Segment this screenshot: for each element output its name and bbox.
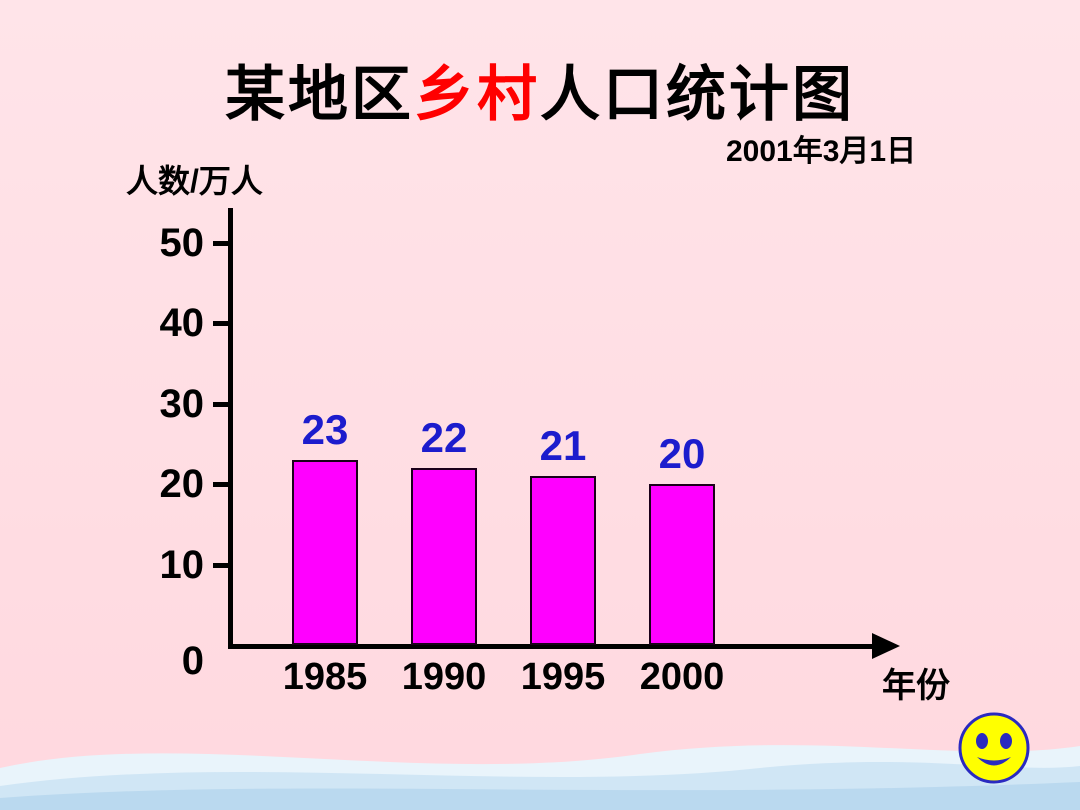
bar-value-label: 21 bbox=[539, 421, 587, 469]
y-tick-mark bbox=[213, 401, 230, 407]
y-tick-label: 10 bbox=[159, 542, 205, 587]
date-label: 2001年3月1日 bbox=[726, 135, 917, 168]
x-tick-label: 2000 bbox=[639, 656, 725, 698]
bar-1995 bbox=[530, 475, 596, 645]
smiley-face-icon bbox=[958, 712, 1030, 784]
chart-title: 某地区乡村人口统计图 bbox=[0, 46, 1080, 133]
x-tick-label: 1995 bbox=[520, 656, 606, 698]
x-axis-line bbox=[228, 644, 876, 649]
wave-decoration bbox=[0, 745, 1080, 810]
x-axis-label: 年份 bbox=[882, 667, 950, 705]
x-tick-label: 1990 bbox=[401, 656, 487, 698]
y-tick-mark bbox=[213, 240, 230, 246]
title-highlight: 乡村 bbox=[414, 62, 540, 128]
y-axis-label: 人数/万人 bbox=[126, 163, 263, 199]
y-tick-label: 30 bbox=[159, 381, 205, 426]
y-tick-mark bbox=[213, 562, 230, 568]
bar-1985 bbox=[292, 459, 358, 645]
x-axis-arrow bbox=[872, 633, 900, 659]
y-tick-mark bbox=[213, 482, 230, 487]
title-prefix: 某地区 bbox=[225, 62, 414, 128]
y-tick-label: 0 bbox=[181, 639, 204, 683]
bar-1990 bbox=[411, 467, 477, 645]
y-tick-label: 40 bbox=[159, 301, 205, 345]
bar-2000 bbox=[649, 484, 715, 645]
x-tick-label: 1985 bbox=[282, 656, 368, 698]
y-tick-mark bbox=[213, 321, 230, 326]
bar-value-label: 23 bbox=[301, 405, 349, 453]
y-tick-label: 20 bbox=[159, 462, 205, 506]
y-tick-label: 50 bbox=[159, 220, 205, 265]
y-axis-line bbox=[228, 208, 233, 649]
title-suffix: 人口统计图 bbox=[540, 62, 855, 128]
bar-value-label: 20 bbox=[658, 430, 706, 477]
bar-value-label: 22 bbox=[420, 413, 468, 461]
